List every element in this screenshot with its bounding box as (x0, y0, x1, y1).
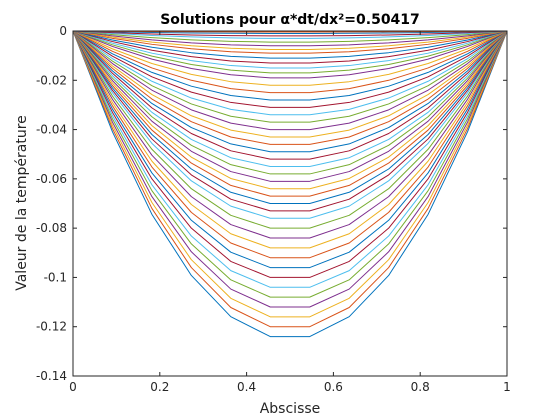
x-tick-label: 0.6 (324, 380, 343, 394)
series-line (72, 30, 508, 318)
x-axis-label: Abscisse (260, 401, 321, 417)
series-line (72, 30, 508, 145)
series-line (72, 30, 508, 190)
series-line (72, 30, 508, 79)
x-tick-label: 0 (69, 380, 77, 394)
series-line (72, 30, 508, 86)
y-tick-label: 0 (59, 24, 67, 38)
chart-title: Solutions pour α*dt/dx²=0.50417 (160, 12, 420, 28)
series-line (72, 30, 508, 229)
y-tick-label: -0.08 (36, 221, 67, 235)
series-line (72, 30, 508, 175)
series-line (72, 30, 508, 182)
series-line (72, 30, 508, 288)
series-line (72, 30, 508, 298)
series-line (72, 30, 508, 212)
series-line (72, 30, 508, 33)
series-line (72, 30, 508, 64)
x-tick-label: 1 (503, 380, 511, 394)
series-line (72, 30, 508, 168)
series-line (72, 30, 508, 278)
series-line (72, 30, 508, 34)
series-line (72, 30, 508, 123)
y-tick-label: -0.02 (36, 73, 67, 87)
series-line (72, 30, 508, 308)
plot-area (72, 30, 508, 377)
series-line (72, 30, 508, 328)
series-line (72, 30, 508, 249)
series-line (72, 30, 508, 69)
y-tick-label: -0.14 (36, 369, 67, 383)
series-line (72, 30, 508, 160)
series-line (72, 30, 508, 37)
series-line (72, 30, 508, 74)
y-tick-label: -0.1 (44, 270, 67, 284)
x-axis-ticks: 0 0.2 0.4 0.6 0.8 1 (69, 31, 511, 394)
series-line (72, 30, 508, 94)
y-tick-label: -0.12 (36, 320, 67, 334)
series-line (72, 30, 508, 219)
x-tick-label: 0.2 (150, 380, 169, 394)
series-group (72, 30, 508, 338)
series-line (72, 30, 508, 204)
series-line (72, 30, 508, 239)
series-line (72, 30, 508, 153)
series-line (72, 30, 508, 108)
series-line (72, 30, 508, 43)
x-tick-label: 0.8 (411, 380, 430, 394)
y-axis-label: Valeur de la température (14, 115, 30, 291)
series-line (72, 30, 508, 116)
series-line (72, 30, 508, 259)
series-line (72, 30, 508, 54)
series-line (72, 30, 508, 197)
series-line (72, 30, 508, 138)
series-line (72, 30, 508, 50)
series-line (72, 30, 508, 39)
x-tick-label: 0.4 (237, 380, 256, 394)
y-axis-ticks: 0 -0.02 -0.04 -0.06 -0.08 -0.1 -0.12 -0.14 (36, 24, 507, 383)
series-line (72, 30, 508, 131)
series-line (72, 30, 508, 59)
axes-box (72, 30, 508, 377)
y-tick-label: -0.06 (36, 172, 67, 186)
series-line (72, 30, 508, 338)
series-line (72, 30, 508, 47)
series-line (72, 30, 508, 269)
y-tick-label: -0.04 (36, 123, 67, 137)
series-line (72, 30, 508, 101)
